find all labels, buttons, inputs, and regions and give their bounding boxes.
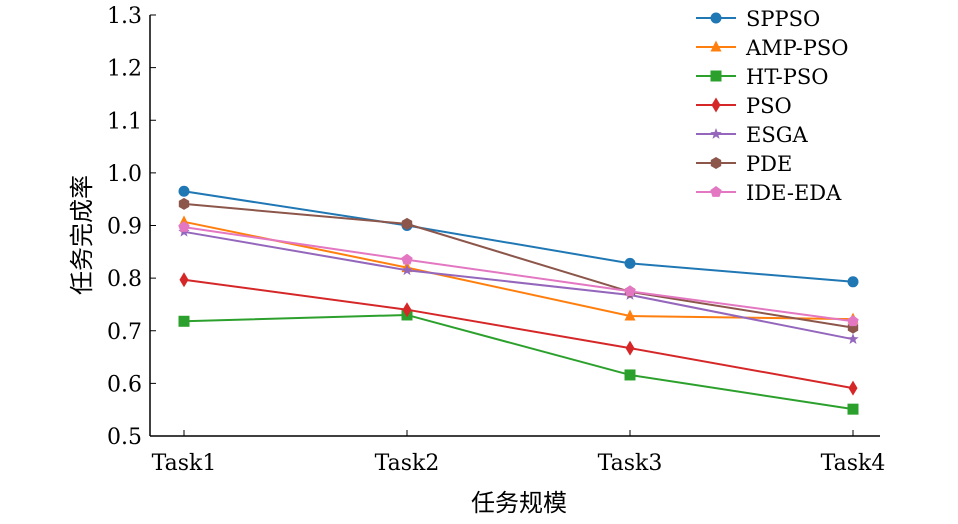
series-line — [183, 313, 854, 411]
data-point — [178, 197, 190, 210]
legend-marker — [710, 40, 722, 52]
series-line — [183, 202, 854, 329]
data-point — [178, 315, 190, 327]
y-tick-label: 0.7 — [107, 320, 142, 345]
series-pso — [179, 272, 858, 396]
series-ht-pso — [178, 309, 859, 415]
y-tick-label: 0.5 — [107, 425, 142, 450]
data-point — [848, 380, 858, 396]
y-tick-label: 1.0 — [107, 162, 142, 187]
series-line — [183, 220, 854, 321]
data-point — [179, 272, 189, 288]
legend-label: PDE — [746, 152, 792, 176]
y-tick-label: 1.1 — [107, 109, 142, 134]
legend-label: HT-PSO — [746, 65, 828, 89]
data-point — [625, 340, 635, 356]
y-tick-label: 0.8 — [107, 267, 142, 292]
x-tick-label: Task2 — [375, 451, 440, 476]
data-point — [401, 264, 413, 276]
legend-label: AMP-PSO — [745, 36, 848, 60]
series-line — [183, 230, 854, 341]
y-axis-label: 任务完成率 — [68, 175, 96, 295]
y-tick-label: 1.2 — [107, 57, 142, 82]
y-tick-label: 0.9 — [107, 215, 142, 240]
legend-marker — [710, 157, 722, 169]
data-point — [624, 369, 636, 381]
data-point — [178, 221, 190, 232]
series-ide-eda — [178, 221, 859, 327]
series-line — [183, 190, 854, 283]
data-point — [402, 302, 412, 318]
series-pde — [178, 197, 859, 334]
series-line — [183, 278, 854, 390]
legend-marker — [710, 186, 722, 197]
legend-label: PSO — [746, 94, 792, 118]
x-tick-label: Task1 — [152, 451, 217, 476]
series-line — [183, 226, 854, 323]
data-point — [624, 257, 636, 269]
data-point — [847, 333, 859, 345]
data-point — [178, 185, 190, 197]
x-axis-label: 任务规模 — [471, 489, 567, 517]
legend-marker — [710, 12, 722, 24]
data-point — [624, 309, 636, 321]
legend-marker — [710, 70, 722, 82]
data-point — [401, 253, 413, 265]
data-point — [624, 285, 636, 297]
data-point — [401, 217, 413, 230]
legend-marker — [710, 128, 722, 139]
legend-label: IDE-EDA — [746, 181, 842, 205]
x-tick-label: Task4 — [821, 451, 886, 476]
legend-marker — [711, 97, 721, 113]
data-point — [847, 276, 859, 288]
legend-label: ESGA — [746, 123, 808, 147]
x-tick-label: Task3 — [598, 451, 663, 476]
legend-label: SPPSO — [746, 7, 820, 31]
y-tick-label: 0.6 — [107, 372, 142, 397]
data-point — [847, 403, 859, 415]
legend: SPPSO AMP-PSO HT-PSO PSO ESGA PDE IDE-EDA — [696, 7, 848, 205]
data-point — [847, 315, 859, 327]
y-tick-label: 1.3 — [107, 4, 142, 29]
